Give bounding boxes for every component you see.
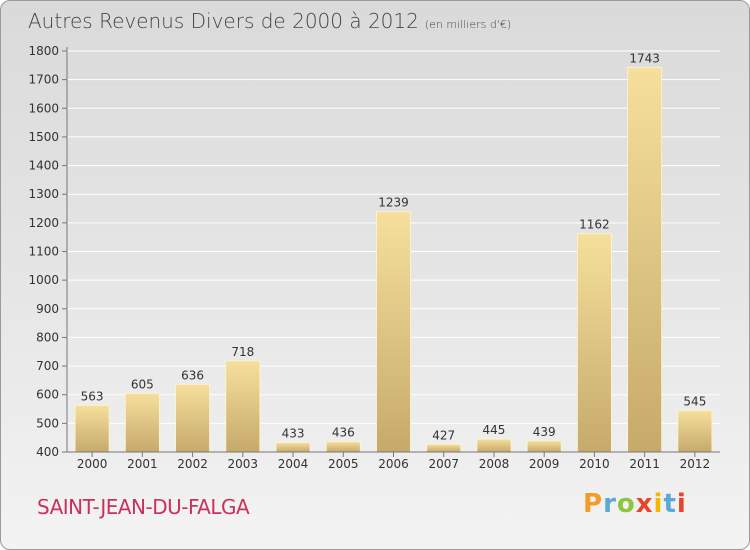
bar-2008 bbox=[476, 438, 512, 453]
bar-2012 bbox=[677, 410, 713, 453]
x-tick-label-2010: 2010 bbox=[579, 457, 610, 471]
logo-letter: i bbox=[653, 489, 664, 519]
logo-letter: i bbox=[676, 489, 687, 519]
y-tick-label: 1500 bbox=[28, 130, 59, 144]
logo-letter: x bbox=[635, 489, 654, 519]
value-label-2009: 439 bbox=[533, 425, 556, 439]
value-label-2004: 433 bbox=[282, 427, 305, 441]
x-tick-label-2002: 2002 bbox=[177, 457, 208, 471]
proxiti-logo[interactable]: Proxiti bbox=[583, 489, 687, 519]
value-label-2010: 1162 bbox=[579, 218, 610, 232]
logo-letter: o bbox=[616, 489, 636, 519]
value-label-2011: 1743 bbox=[629, 51, 660, 65]
value-label-2000: 563 bbox=[81, 389, 104, 403]
x-tick-label-2008: 2008 bbox=[479, 457, 510, 471]
x-tick-label-2007: 2007 bbox=[428, 457, 459, 471]
bar-2010 bbox=[577, 233, 612, 453]
value-label-2001: 605 bbox=[131, 377, 154, 391]
logo-letter: r bbox=[603, 489, 617, 519]
bar-2011 bbox=[627, 66, 663, 453]
bar-2006 bbox=[376, 211, 411, 453]
y-tick-label: 700 bbox=[36, 359, 59, 373]
y-tick-label: 400 bbox=[36, 445, 59, 459]
value-label-2008: 445 bbox=[483, 423, 506, 437]
x-tick-label-2001: 2001 bbox=[127, 457, 158, 471]
y-tick-label: 1700 bbox=[28, 73, 59, 87]
value-label-2007: 427 bbox=[432, 428, 455, 442]
axes: 400 500 600 700 800 900 1000 1100 1200 1300 1400 15… bbox=[28, 44, 720, 471]
y-tick-label: 900 bbox=[36, 302, 59, 316]
logo-letter: t bbox=[663, 489, 677, 519]
y-tick-label: 1600 bbox=[28, 101, 59, 115]
y-tick-label: 500 bbox=[36, 416, 59, 430]
y-tick-label: 800 bbox=[36, 330, 59, 344]
x-tick-label-2006: 2006 bbox=[378, 457, 409, 471]
y-tick-label: 1000 bbox=[28, 273, 59, 287]
x-tick-label-2004: 2004 bbox=[278, 457, 309, 471]
bar-2005 bbox=[325, 441, 361, 453]
chart-unit: (en milliers d'€) bbox=[424, 18, 512, 31]
y-tick-label: 1300 bbox=[28, 187, 59, 201]
value-label-2012: 545 bbox=[683, 394, 706, 408]
y-tick-label: 1400 bbox=[28, 159, 59, 173]
value-label-2002: 636 bbox=[181, 368, 204, 382]
logo-letter: P bbox=[583, 489, 604, 519]
bars: 563 605 636 718 433 436 1239 427 445 439 1162 1743 5… bbox=[74, 51, 713, 453]
chart-title: Autres Revenus Divers de 2000 à 2012 (en … bbox=[28, 9, 511, 33]
y-tick-label: 1200 bbox=[28, 216, 59, 230]
chart-title-text: Autres Revenus Divers de 2000 à 2012 bbox=[28, 9, 419, 33]
bar-2009 bbox=[526, 440, 562, 453]
bar-2000 bbox=[74, 404, 110, 453]
value-label-2005: 436 bbox=[332, 426, 355, 440]
x-tick-label-2000: 2000 bbox=[77, 457, 108, 471]
x-tick-label-2005: 2005 bbox=[328, 457, 359, 471]
bar-2002 bbox=[175, 384, 210, 453]
value-label-2006: 1239 bbox=[378, 196, 409, 210]
x-tick-label-2011: 2011 bbox=[629, 457, 660, 471]
x-tick-label-2012: 2012 bbox=[680, 457, 711, 471]
x-tick-label-2003: 2003 bbox=[228, 457, 259, 471]
bar-2003 bbox=[225, 360, 261, 453]
bar-2001 bbox=[124, 392, 160, 453]
city-name: SAINT-JEAN-DU-FALGA bbox=[37, 495, 250, 519]
y-tick-label: 600 bbox=[36, 388, 59, 402]
bar-2007 bbox=[426, 443, 462, 453]
y-tick-label: 1100 bbox=[28, 245, 59, 259]
y-tick-label: 1800 bbox=[28, 44, 59, 58]
value-label-2003: 718 bbox=[231, 345, 254, 359]
bar-2004 bbox=[275, 442, 311, 453]
x-tick-label-2009: 2009 bbox=[529, 457, 560, 471]
